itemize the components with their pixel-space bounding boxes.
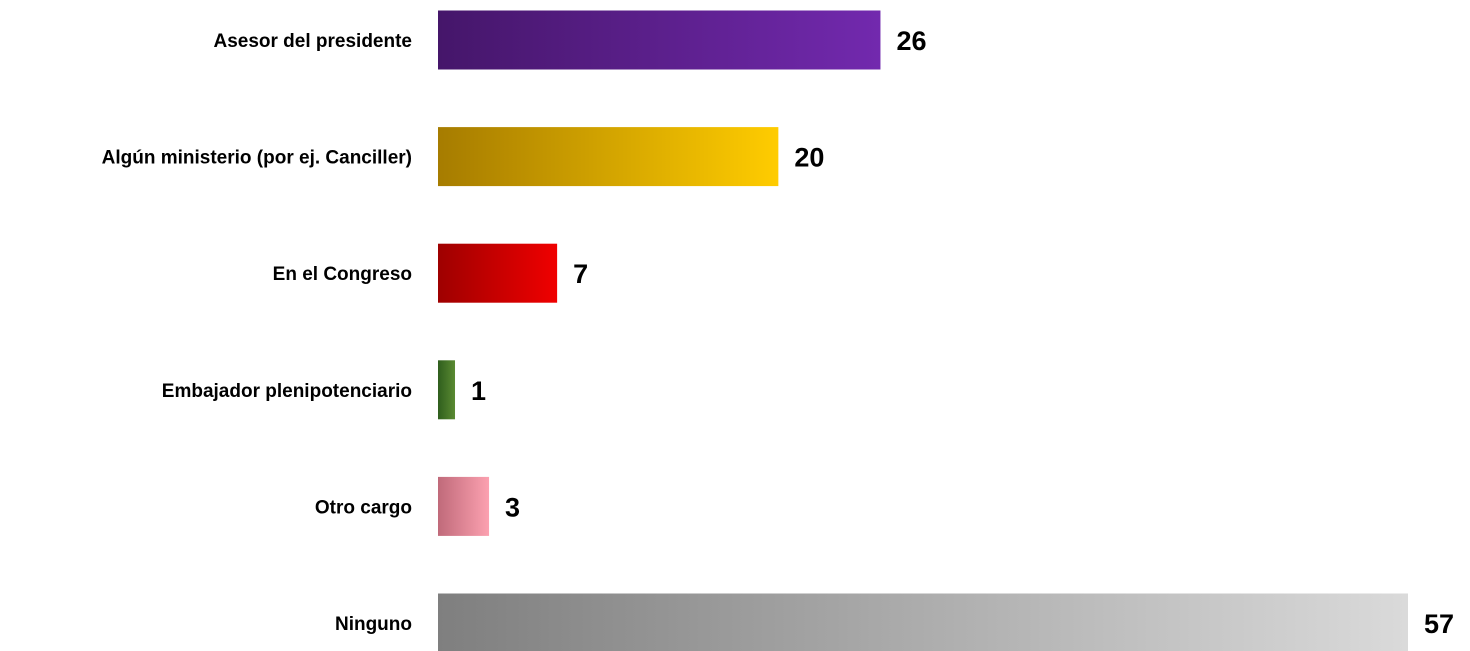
- category-labels-group: Asesor del presidente Algún ministerio (p…: [102, 31, 412, 635]
- category-label-6: Ninguno: [335, 614, 412, 635]
- value-label-4: 1: [471, 376, 486, 406]
- bar-2: [438, 127, 779, 187]
- category-label-4: Embajador plenipotenciario: [162, 381, 412, 402]
- bar-3: [438, 243, 558, 303]
- category-label-5: Otro cargo: [315, 497, 412, 518]
- bars-group: [438, 10, 1408, 651]
- value-label-3: 7: [573, 259, 588, 289]
- bar-6: [438, 593, 1408, 651]
- category-label-3: En el Congreso: [273, 264, 412, 285]
- value-label-5: 3: [505, 492, 520, 522]
- bar-1: [438, 10, 881, 70]
- category-label-2: Algún ministerio (por ej. Canciller): [102, 148, 412, 169]
- value-label-2: 20: [794, 143, 824, 173]
- category-label-1: Asesor del presidente: [213, 31, 412, 52]
- value-label-6: 57: [1424, 609, 1454, 639]
- bar-4: [438, 360, 456, 420]
- bar-5: [438, 476, 490, 536]
- value-labels-group: 26 20 7 1 3 57: [471, 26, 1454, 639]
- value-label-1: 26: [896, 26, 926, 56]
